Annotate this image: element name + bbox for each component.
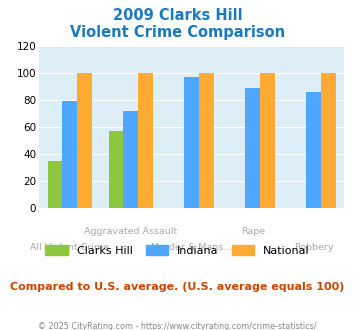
Text: All Violent Crime: All Violent Crime xyxy=(30,244,109,252)
Bar xyxy=(138,73,153,208)
Bar xyxy=(321,73,336,208)
Text: Rape: Rape xyxy=(241,227,265,236)
Text: Aggravated Assault: Aggravated Assault xyxy=(84,227,177,236)
Text: © 2025 CityRating.com - https://www.cityrating.com/crime-statistics/: © 2025 CityRating.com - https://www.city… xyxy=(38,322,317,330)
Bar xyxy=(62,101,77,208)
Bar xyxy=(199,73,214,208)
Bar xyxy=(260,73,275,208)
Bar xyxy=(123,111,138,208)
Legend: Clarks Hill, Indiana, National: Clarks Hill, Indiana, National xyxy=(41,241,314,260)
Text: Murder & Mans...: Murder & Mans... xyxy=(151,244,232,252)
Text: Compared to U.S. average. (U.S. average equals 100): Compared to U.S. average. (U.S. average … xyxy=(10,282,345,292)
Text: 2009 Clarks Hill: 2009 Clarks Hill xyxy=(113,8,242,23)
Bar xyxy=(77,73,92,208)
Bar xyxy=(109,131,123,208)
Bar xyxy=(245,88,260,208)
Bar xyxy=(306,92,321,208)
Text: Violent Crime Comparison: Violent Crime Comparison xyxy=(70,25,285,40)
Bar xyxy=(184,77,199,208)
Text: Robbery: Robbery xyxy=(294,244,334,252)
Bar xyxy=(48,161,62,208)
